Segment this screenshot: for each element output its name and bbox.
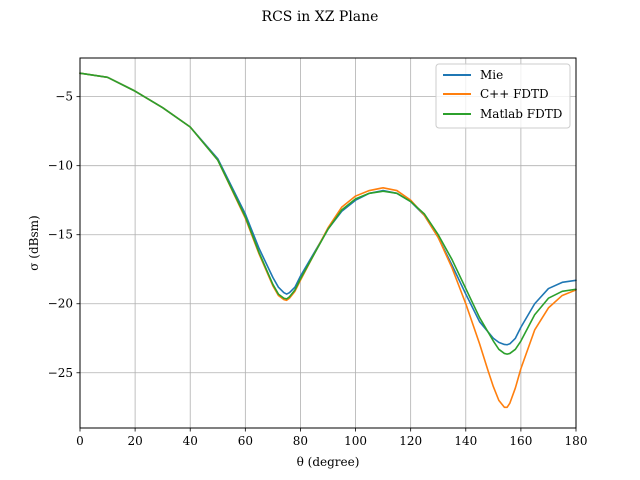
- x-tick-label: 80: [293, 434, 308, 448]
- y-tick-label: −5: [55, 90, 73, 104]
- y-tick-label: −10: [48, 159, 73, 173]
- legend-label-cpp-fdtd: C++ FDTD: [480, 87, 549, 101]
- chart-title: RCS in XZ Plane: [262, 9, 379, 25]
- x-tick-label: 180: [565, 434, 588, 448]
- legend-label-matlab-fdtd: Matlab FDTD: [480, 107, 562, 121]
- y-tick-label: −25: [48, 366, 73, 380]
- plot-frame: [79, 57, 577, 429]
- legend-label-mie: Mie: [480, 68, 503, 82]
- x-tick-label: 140: [454, 434, 477, 448]
- series-line-matlab-fdtd: [79, 72, 577, 355]
- y-tick-label: −20: [48, 297, 73, 311]
- x-axis-label: θ (degree): [297, 455, 360, 469]
- x-tick-label: 60: [238, 434, 253, 448]
- legend: Mie C++ FDTD Matlab FDTD: [435, 63, 571, 129]
- x-tick-label: 0: [76, 434, 84, 448]
- x-tick-label: 40: [183, 434, 198, 448]
- plot-series: [79, 72, 577, 409]
- axis-ticks: 0 20 40 60 80 100 120 140 160 180 −25 −20 −15 −10 −5: [48, 90, 588, 448]
- grid-lines: [79, 58, 577, 428]
- x-tick-label: 100: [344, 434, 367, 448]
- y-axis-label: σ (dBsm): [27, 215, 41, 270]
- legend-frame: [435, 63, 571, 129]
- x-tick-label: 120: [399, 434, 422, 448]
- x-tick-label: 20: [127, 434, 142, 448]
- y-tick-label: −15: [48, 228, 73, 242]
- x-tick-label: 160: [509, 434, 532, 448]
